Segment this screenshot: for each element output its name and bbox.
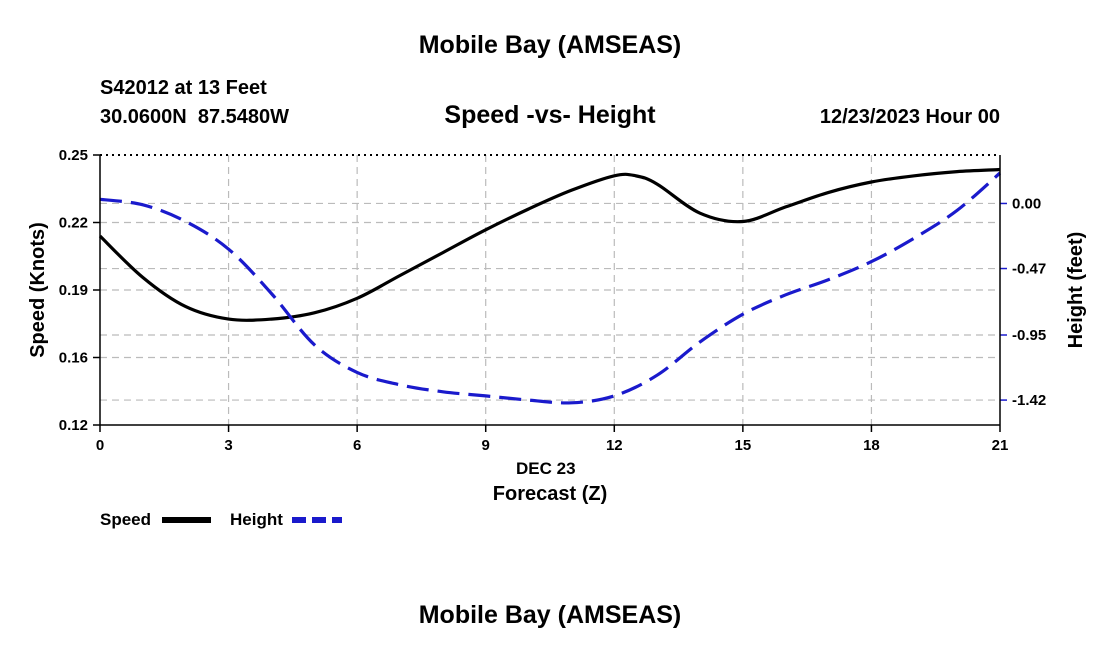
x-axis-title: Forecast (Z) xyxy=(493,483,607,505)
y-axis-title: Speed (Knots) xyxy=(27,222,49,358)
y2-tick-label: -1.42 xyxy=(1012,392,1046,409)
date-hour-label: 12/23/2023 Hour 00 xyxy=(819,106,1000,128)
coordinates-label: 30.0600N 87.5480W xyxy=(100,106,290,128)
y-tick-label: 0.12 xyxy=(59,417,88,434)
x-date-label: DEC 23 xyxy=(516,459,576,478)
top-title: Mobile Bay (AMSEAS) xyxy=(418,31,682,59)
axes: 0 3 6 9 12 15 18 21 0.12 0.16 0.19 0.22 0.25 0.00 -0.4… xyxy=(59,147,1046,454)
legend: Speed Height xyxy=(100,510,342,529)
y2-axis-title: Height (feet) xyxy=(1065,232,1087,349)
legend-label-speed: Speed xyxy=(100,510,151,529)
data-series xyxy=(98,167,1002,405)
x-tick-label: 18 xyxy=(863,437,880,454)
x-tick-label: 9 xyxy=(482,437,490,454)
x-tick-label: 6 xyxy=(353,437,361,454)
y-tick-label: 0.19 xyxy=(59,282,88,299)
y2-tick-label: 0.00 xyxy=(1012,195,1041,212)
y2-tick-label: -0.95 xyxy=(1012,327,1046,344)
bottom-title: Mobile Bay (AMSEAS) xyxy=(418,601,682,629)
series-line-speed xyxy=(98,167,1001,322)
y2-tick-label: -0.47 xyxy=(1012,261,1046,278)
y-tick-label: 0.25 xyxy=(59,147,88,164)
station-label: S42012 at 13 Feet xyxy=(100,77,267,99)
y-tick-label: 0.16 xyxy=(59,350,88,367)
x-tick-label: 3 xyxy=(224,437,232,454)
y-tick-label: 0.22 xyxy=(59,215,88,232)
x-tick-label: 0 xyxy=(96,437,104,454)
x-tick-label: 15 xyxy=(735,437,752,454)
legend-label-height: Height xyxy=(230,510,283,529)
x-tick-label: 12 xyxy=(606,437,623,454)
chart-title: Speed -vs- Height xyxy=(444,101,656,129)
x-tick-label: 21 xyxy=(992,437,1009,454)
grid-lines xyxy=(100,155,1000,425)
series-line-height xyxy=(99,171,1002,405)
